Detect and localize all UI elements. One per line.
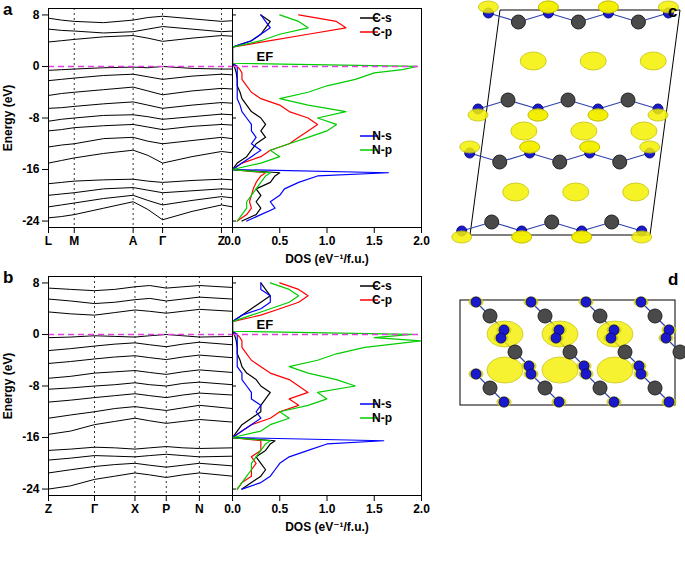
svg-text:-16: -16 xyxy=(22,162,40,176)
svg-text:Z: Z xyxy=(217,234,226,248)
svg-text:N-s: N-s xyxy=(372,397,392,411)
svg-text:-8: -8 xyxy=(29,379,40,393)
svg-text:N: N xyxy=(195,502,204,516)
svg-text:Z: Z xyxy=(45,502,52,516)
svg-text:EF: EF xyxy=(257,317,274,332)
svg-text:8: 8 xyxy=(33,8,40,22)
svg-text:M: M xyxy=(69,234,79,248)
svg-text:-24: -24 xyxy=(22,482,40,496)
svg-text:DOS (eV⁻¹/f.u.): DOS (eV⁻¹/f.u.) xyxy=(285,520,369,534)
svg-text:1.5: 1.5 xyxy=(366,234,383,248)
svg-text:C-s: C-s xyxy=(372,279,392,293)
html-text:c: c xyxy=(668,2,678,21)
svg-text:N-p: N-p xyxy=(372,143,392,157)
svg-text:0.5: 0.5 xyxy=(271,234,288,248)
svg-text:8: 8 xyxy=(33,276,40,290)
svg-text:Energy (eV): Energy (eV) xyxy=(1,353,15,420)
svg-text:C-p: C-p xyxy=(372,25,392,39)
svg-text:0: 0 xyxy=(33,59,40,73)
svg-text:N-p: N-p xyxy=(372,411,392,425)
svg-text:0.0: 0.0 xyxy=(224,502,241,516)
svg-text:1.5: 1.5 xyxy=(366,502,383,516)
svg-text:N-s: N-s xyxy=(372,129,392,143)
svg-text:EF: EF xyxy=(257,49,274,64)
svg-text:X: X xyxy=(131,502,139,516)
svg-text:1.0: 1.0 xyxy=(319,234,336,248)
svg-text:1.0: 1.0 xyxy=(319,502,336,516)
svg-text:C-p: C-p xyxy=(372,293,392,307)
html-text:d: d xyxy=(668,270,679,289)
svg-text:A: A xyxy=(129,234,138,248)
svg-text:Energy (eV): Energy (eV) xyxy=(1,85,15,152)
svg-text:Γ: Γ xyxy=(91,502,99,516)
svg-text:C-s: C-s xyxy=(372,11,392,25)
svg-text:Γ: Γ xyxy=(159,234,167,248)
svg-text:0.5: 0.5 xyxy=(271,502,288,516)
svg-text:P: P xyxy=(162,502,170,516)
svg-text:-16: -16 xyxy=(22,430,40,444)
svg-text:DOS (eV⁻¹/f.u.): DOS (eV⁻¹/f.u.) xyxy=(285,252,369,266)
html-text:b: b xyxy=(3,268,14,287)
svg-text:L: L xyxy=(45,234,52,248)
svg-text:2.0: 2.0 xyxy=(413,502,430,516)
svg-text:0.0: 0.0 xyxy=(224,234,241,248)
html-text:a: a xyxy=(3,0,13,19)
svg-text:0: 0 xyxy=(33,327,40,341)
svg-text:2.0: 2.0 xyxy=(413,234,430,248)
svg-text:-8: -8 xyxy=(29,111,40,125)
svg-text:-24: -24 xyxy=(22,214,40,228)
